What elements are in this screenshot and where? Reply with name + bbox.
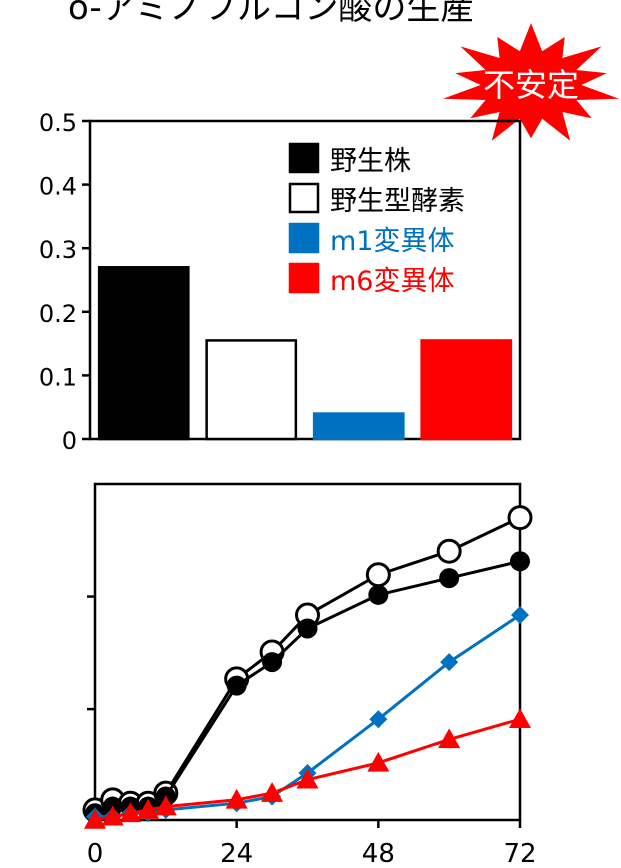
line-x-tick-label: 72 xyxy=(503,839,536,868)
bar-plot-frame xyxy=(88,119,522,441)
line-y-axis xyxy=(87,595,95,711)
chart-title: o-アミノフルコン酸の生産 xyxy=(68,0,475,28)
starburst-shape xyxy=(443,23,619,141)
bar-y-tick-label: 0.5 xyxy=(39,109,77,137)
bar-y-tick-label: 0.4 xyxy=(39,173,77,201)
legend-label: 野生型酵素 xyxy=(330,186,465,217)
series-1-point xyxy=(262,652,283,673)
legend-swatch xyxy=(288,182,320,214)
series-0-point xyxy=(436,538,462,564)
series-group xyxy=(82,505,533,829)
series-3-point xyxy=(296,768,319,789)
series-3-point xyxy=(261,782,284,802)
series-0-point xyxy=(365,562,391,588)
bar-y-tick-label: 0.3 xyxy=(39,236,77,264)
bar-1 xyxy=(205,339,298,441)
legend-label: m6変異体 xyxy=(330,266,454,297)
line-x-tick-label: 24 xyxy=(220,839,253,868)
bar-0 xyxy=(97,266,190,441)
series-0-point xyxy=(507,505,533,531)
bar-2 xyxy=(312,412,405,441)
series-3-point xyxy=(154,795,177,816)
series-2-point xyxy=(440,653,459,672)
bar-y-axis: 0 0.1 0.2 0.3 0.4 0.5 xyxy=(39,109,90,455)
series-3-point xyxy=(84,809,106,829)
series-2-point xyxy=(369,710,388,729)
line-x-tick-label: 0 xyxy=(87,839,104,868)
series-1-point xyxy=(297,618,318,639)
bars xyxy=(97,266,513,441)
unstable-badge: 不安定 xyxy=(443,23,619,141)
line-plot-frame xyxy=(93,482,522,822)
series-1-point xyxy=(226,675,247,696)
series-3-point xyxy=(438,728,461,749)
legend-swatch xyxy=(288,262,320,294)
series-3-point xyxy=(225,788,248,809)
series-3-point xyxy=(367,751,390,772)
bar-y-tick-label: 0 xyxy=(62,427,77,455)
series-1-point xyxy=(439,568,460,589)
line-chart: 0 24 48 72 xyxy=(82,482,537,868)
bar-3 xyxy=(420,339,513,441)
legend-swatch xyxy=(288,142,320,174)
legend-label: m1変異体 xyxy=(330,226,454,257)
legend-swatch xyxy=(288,222,320,254)
line-x-tick-label: 48 xyxy=(362,839,395,868)
legend-label: 野生株 xyxy=(330,146,411,177)
line-x-axis: 0 24 48 72 xyxy=(87,820,537,868)
series-3-point xyxy=(119,802,142,823)
bar-y-tick-label: 0.1 xyxy=(39,363,77,391)
series-2-point xyxy=(511,606,529,625)
series-1-point xyxy=(368,584,389,605)
badge-label: 不安定 xyxy=(483,66,579,104)
bar-y-tick-label: 0.2 xyxy=(39,300,77,328)
series-3-point xyxy=(137,798,160,819)
series-1-point xyxy=(510,551,530,572)
series-3-point xyxy=(101,805,124,826)
series-3-point xyxy=(509,708,531,728)
